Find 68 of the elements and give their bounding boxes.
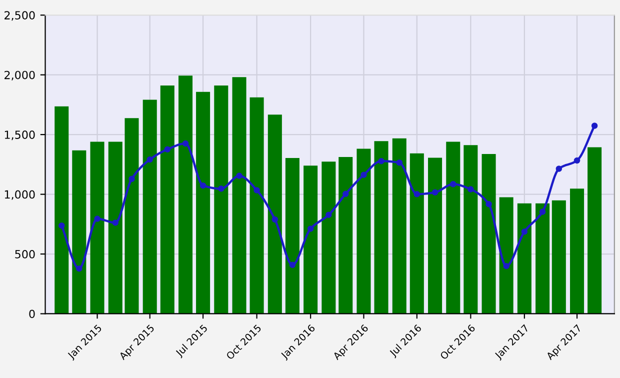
bar — [517, 203, 532, 314]
bar — [446, 142, 460, 314]
point — [326, 212, 332, 218]
bar — [124, 118, 139, 314]
point — [432, 189, 438, 196]
point — [254, 187, 260, 194]
y-tick-label: 2,000 — [4, 70, 35, 80]
point — [272, 216, 278, 223]
point — [342, 190, 349, 198]
bar — [552, 200, 566, 314]
bar — [570, 188, 584, 314]
point — [378, 158, 384, 164]
bar — [374, 141, 388, 314]
bar — [196, 92, 210, 314]
point — [360, 172, 367, 178]
point — [468, 186, 474, 192]
bar — [250, 97, 264, 314]
point — [396, 160, 403, 166]
bar — [54, 106, 69, 314]
bar — [232, 77, 246, 314]
point — [556, 166, 562, 172]
point — [182, 140, 189, 147]
bar — [482, 154, 496, 314]
point — [146, 156, 153, 163]
point — [200, 182, 206, 189]
point — [521, 228, 528, 235]
point — [94, 216, 100, 222]
y-tick-label: 1,000 — [4, 190, 35, 200]
y-tick-label: 2,500 — [4, 11, 35, 21]
point — [218, 186, 224, 192]
point — [450, 181, 456, 188]
bar — [322, 162, 336, 314]
bar — [214, 85, 228, 314]
bar — [285, 158, 300, 314]
bar — [142, 100, 157, 314]
point — [307, 226, 314, 232]
bar — [178, 76, 193, 314]
bar — [536, 203, 550, 314]
y-tick-label: 1,500 — [4, 130, 35, 140]
bar — [304, 166, 318, 314]
point — [539, 208, 546, 215]
point — [112, 220, 119, 226]
bar — [268, 114, 282, 314]
y-tick-label: 0 — [29, 310, 35, 318]
bar — [72, 150, 86, 314]
point — [503, 262, 510, 270]
point — [414, 191, 420, 198]
bar — [160, 85, 174, 314]
point — [486, 200, 492, 208]
bar — [588, 147, 602, 314]
point — [236, 172, 242, 179]
bar — [410, 153, 424, 314]
point — [58, 222, 65, 229]
point — [164, 146, 171, 153]
point — [76, 265, 82, 272]
point — [574, 157, 580, 164]
point — [591, 122, 598, 129]
y-tick-label: 500 — [15, 250, 35, 258]
point — [289, 262, 296, 268]
bar — [392, 138, 406, 314]
bar — [338, 157, 353, 314]
bar — [356, 148, 371, 314]
point — [128, 176, 135, 182]
bar — [108, 142, 122, 314]
bar — [90, 142, 104, 314]
bar — [464, 145, 478, 314]
bar — [428, 158, 442, 314]
bar — [499, 197, 514, 314]
